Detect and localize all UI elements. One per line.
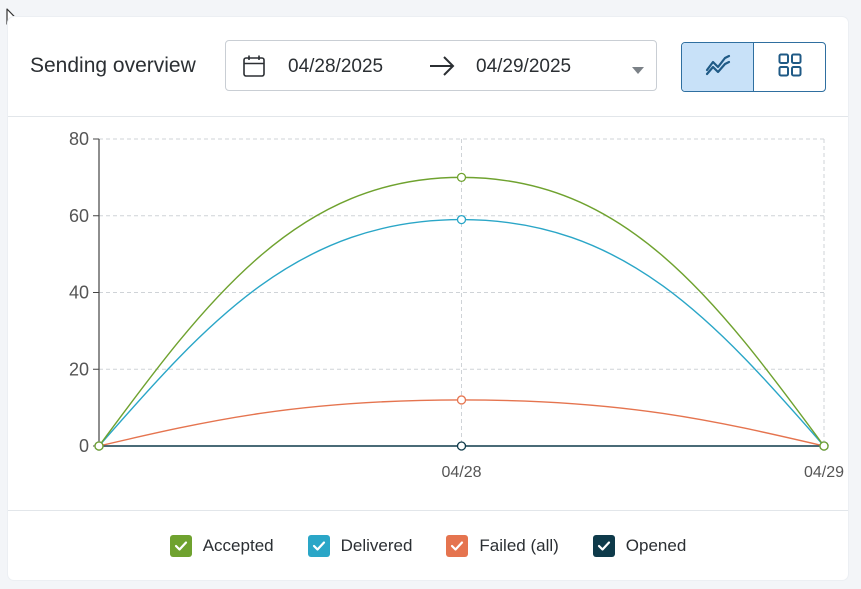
legend-item[interactable]: Opened bbox=[592, 535, 687, 557]
page-title: Sending overview bbox=[30, 54, 196, 77]
caret-down-icon[interactable] bbox=[631, 62, 645, 80]
checkbox-checked-icon[interactable] bbox=[592, 535, 615, 557]
checkbox-checked-icon[interactable] bbox=[169, 535, 192, 557]
checkbox-checked-icon[interactable] bbox=[446, 535, 469, 557]
sending-overview-card: Sending overview 04/28/2025 04/29/2025 bbox=[8, 17, 848, 580]
legend-label: Opened bbox=[625, 536, 687, 555]
line-chart-icon bbox=[705, 54, 731, 81]
y-tick-label: 60 bbox=[69, 206, 89, 226]
grid-view-button[interactable] bbox=[754, 43, 825, 91]
card-header: Sending overview 04/28/2025 04/29/2025 bbox=[8, 17, 848, 117]
data-point bbox=[94, 441, 104, 451]
x-tick-label: 04/29 bbox=[804, 464, 844, 481]
data-point bbox=[819, 441, 829, 451]
sending-chart: 0 20 40 60 80 04/28 04/29 bbox=[8, 117, 848, 510]
y-tick-label: 0 bbox=[79, 436, 89, 456]
legend-label: Delivered bbox=[340, 536, 413, 555]
data-point bbox=[456, 441, 467, 451]
chart-legend: Accepted Delivered Failed (all) Opened bbox=[8, 510, 848, 581]
legend-item[interactable]: Failed (all) bbox=[446, 535, 559, 557]
arrow-right-icon bbox=[429, 55, 455, 82]
legend-label: Accepted bbox=[202, 536, 274, 555]
view-mode-toggle bbox=[681, 42, 826, 92]
legend-item[interactable]: Delivered bbox=[307, 535, 413, 557]
data-point bbox=[456, 214, 467, 225]
line-chart: 0 20 40 60 80 04/28 04/29 bbox=[69, 129, 844, 481]
y-tick-label: 80 bbox=[69, 129, 89, 149]
date-from[interactable]: 04/28/2025 bbox=[288, 56, 384, 77]
data-point bbox=[456, 395, 467, 405]
y-tick-label: 20 bbox=[69, 359, 89, 379]
line-chart-view-button[interactable] bbox=[682, 43, 754, 91]
x-tick-label: 04/28 bbox=[441, 464, 481, 481]
calendar-icon bbox=[242, 54, 266, 83]
date-range-picker[interactable]: 04/28/2025 04/29/2025 bbox=[225, 40, 657, 91]
date-to[interactable]: 04/29/2025 bbox=[476, 56, 572, 77]
grid-icon bbox=[778, 53, 802, 82]
data-point bbox=[456, 172, 467, 183]
legend-label: Failed (all) bbox=[479, 536, 559, 555]
legend-item[interactable]: Accepted bbox=[169, 535, 274, 557]
y-tick-label: 40 bbox=[69, 283, 89, 303]
checkbox-checked-icon[interactable] bbox=[307, 535, 330, 557]
